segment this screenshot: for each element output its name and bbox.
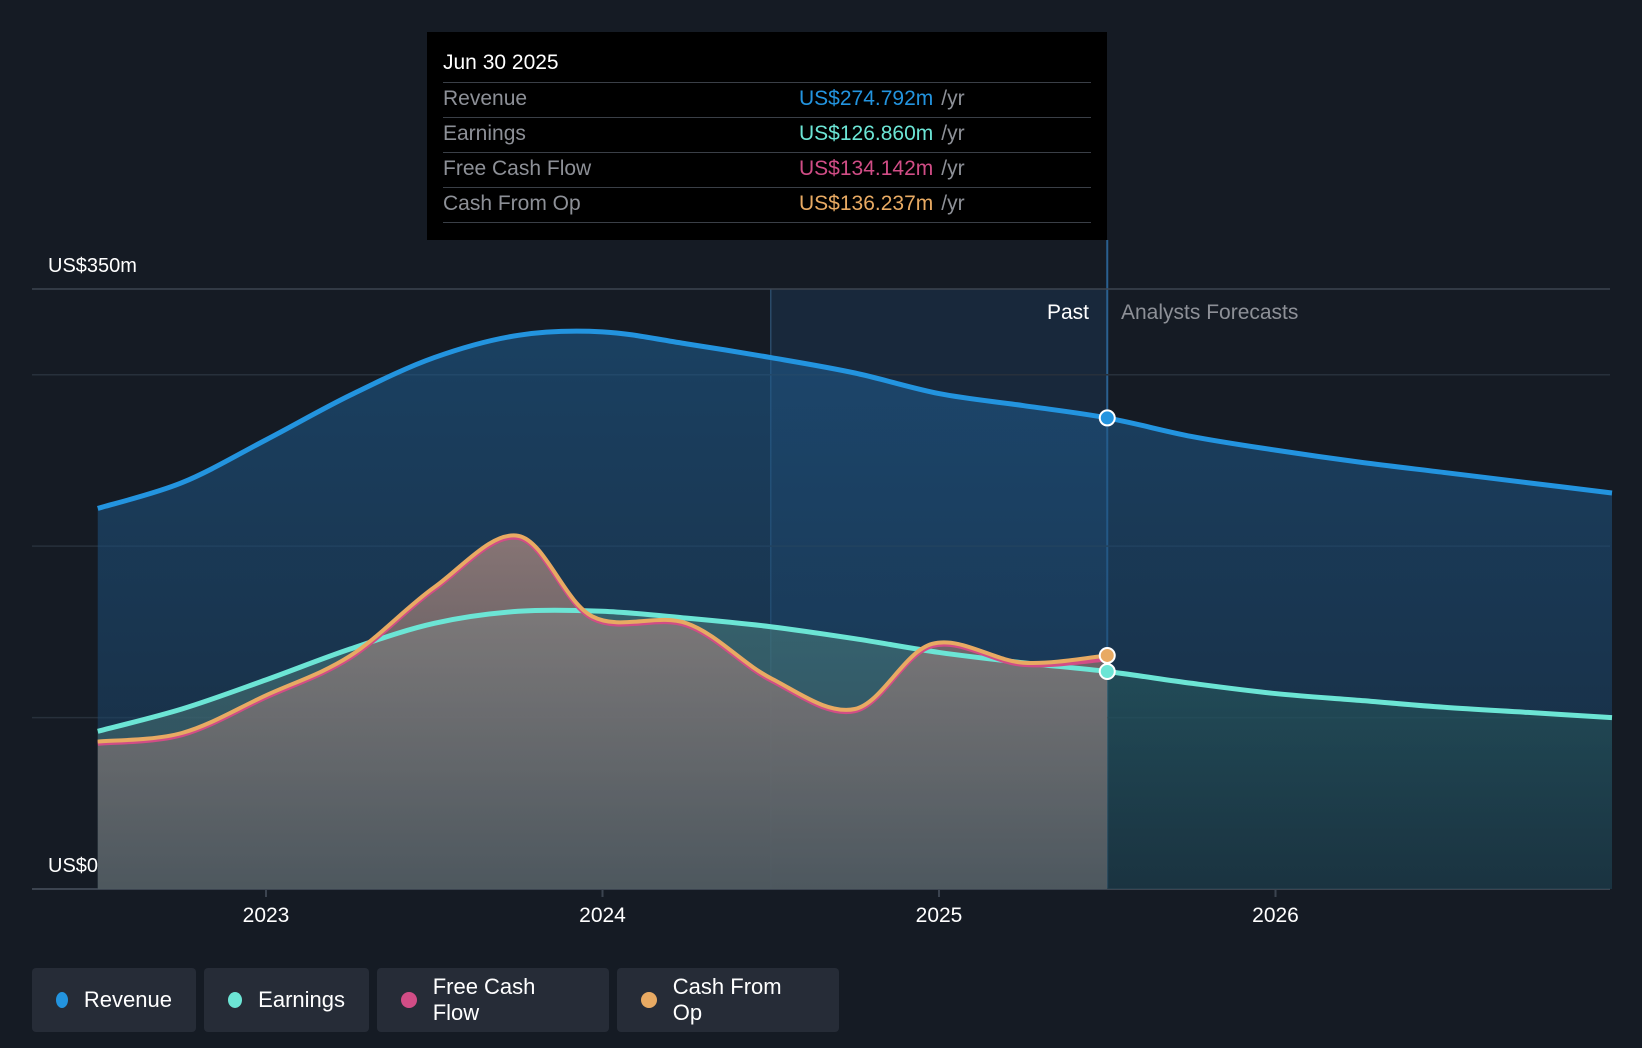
y-axis-bottom-label: US$0 — [48, 855, 98, 877]
legend-dot-icon — [56, 992, 68, 1008]
earnings-marker — [1098, 663, 1116, 681]
cash-from-op-marker — [1098, 646, 1116, 664]
series-lines — [97, 328, 1613, 746]
tooltip-unit: /yr — [941, 87, 965, 110]
legend-item-earnings[interactable]: Earnings — [204, 968, 369, 1032]
cash-from-op-line — [97, 533, 1108, 744]
x-tick-label: 2025 — [916, 904, 963, 927]
tooltip-label: Cash From Op — [443, 192, 581, 215]
past-label: Past — [1047, 301, 1089, 324]
legend-item-revenue[interactable]: Revenue — [32, 968, 196, 1032]
tooltip-label: Earnings — [443, 122, 526, 145]
tooltip-row-cash-from-op: Cash From Op US$136.237m /yr — [443, 187, 1091, 223]
tooltip-label: Revenue — [443, 87, 528, 110]
legend-item-cash-from-op[interactable]: Cash From Op — [617, 968, 839, 1032]
tooltip-unit: /yr — [941, 192, 965, 215]
tooltip-unit: /yr — [941, 122, 965, 145]
legend-dot-icon — [401, 992, 417, 1008]
revenue-marker — [1098, 409, 1116, 427]
tooltip-label: Free Cash Flow — [443, 157, 592, 180]
tooltip: Jun 30 2025 Revenue US$274.792m /yr Earn… — [427, 32, 1107, 240]
series-areas — [97, 331, 1612, 889]
tooltip-date: Jun 30 2025 — [443, 51, 559, 74]
forecast-label: Analysts Forecasts — [1121, 301, 1298, 324]
legend-label: Revenue — [83, 987, 172, 1012]
earnings-past-overlay — [97, 610, 1108, 889]
legend-label: Cash From Op — [672, 974, 782, 1025]
x-tick-label: 2024 — [579, 904, 626, 927]
tooltip-value: US$136.237m — [799, 192, 934, 215]
tooltip-value: US$274.792m — [799, 87, 934, 110]
x-tick-label: 2023 — [243, 904, 290, 927]
tooltip-value: US$134.142m — [799, 157, 934, 180]
tooltip-value: US$126.860m — [799, 122, 934, 145]
tooltip-unit: /yr — [941, 157, 965, 180]
tooltip-row-free-cash-flow: Free Cash Flow US$134.142m /yr — [443, 152, 1091, 187]
legend-dot-icon — [641, 992, 657, 1008]
x-tick-label: 2026 — [1252, 904, 1299, 927]
tooltip-row-earnings: Earnings US$126.860m /yr — [443, 117, 1091, 152]
y-axis-top-label: US$350m — [48, 255, 137, 277]
earnings-line — [97, 607, 1613, 734]
revenue-line — [97, 328, 1613, 511]
legend-item-free-cash-flow[interactable]: Free Cash Flow — [377, 968, 609, 1032]
x-axis-ticks: 2023 2024 2025 2026 — [243, 889, 1299, 927]
legend-label: Earnings — [258, 987, 345, 1012]
tooltip-row-revenue: Revenue US$274.792m /yr — [443, 82, 1091, 117]
cash-from-op-area — [97, 535, 1108, 889]
legend-dot-icon — [228, 992, 243, 1008]
legend: Revenue Earnings Free Cash Flow Cash Fro… — [32, 968, 839, 1032]
current-markers — [1098, 409, 1116, 681]
legend-label: Free Cash Flow — [432, 974, 536, 1025]
